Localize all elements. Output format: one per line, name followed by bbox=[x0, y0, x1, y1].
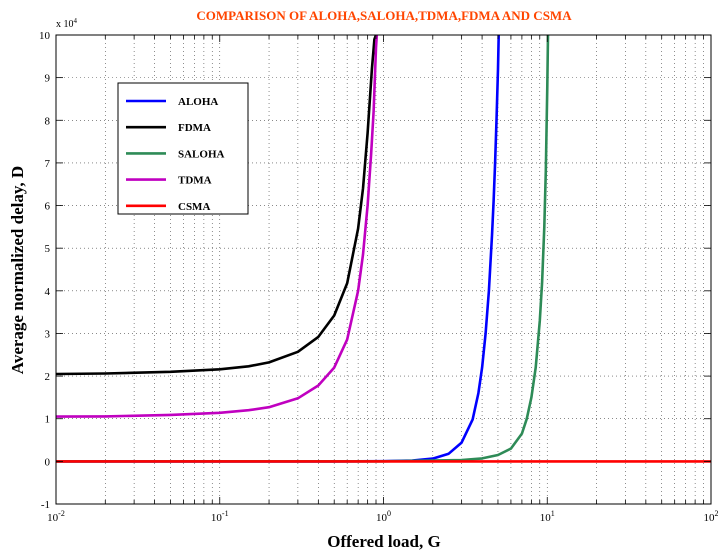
series-line-tdma bbox=[56, 35, 379, 418]
series-line-fdma bbox=[56, 35, 378, 376]
y-tick-label: 1 bbox=[45, 414, 51, 426]
y-tick-label: 6 bbox=[45, 201, 51, 213]
x-tick-label: 100 bbox=[376, 509, 391, 524]
series-lines bbox=[56, 35, 711, 463]
y-tick-label: 3 bbox=[45, 328, 51, 340]
x-tick-label: 10-1 bbox=[211, 509, 229, 524]
axis-ticks: -1 0 1 2 3 4 5 6 7 8 9 10 10-2 10-1 100 101 102 bbox=[39, 30, 718, 524]
y-multiplier-exp: 4 bbox=[74, 17, 78, 25]
y-tick-label: 8 bbox=[45, 115, 51, 127]
legend-label-csma: CSMA bbox=[178, 201, 210, 213]
legend-label-tdma: TDMA bbox=[178, 175, 212, 187]
legend: ALOHA FDMA SALOHA TDMA CSMA bbox=[117, 82, 249, 215]
x-axis-label: Offered load, G bbox=[327, 532, 440, 551]
y-axis-label: Average normalized delay, D bbox=[8, 166, 27, 374]
y-tick-label: 4 bbox=[45, 286, 51, 298]
y-tick-label: 5 bbox=[45, 243, 51, 255]
y-tick-label: 7 bbox=[45, 158, 51, 170]
chart-title: COMPARISON OF ALOHA,SALOHA,TDMA,FDMA AND… bbox=[196, 8, 572, 23]
legend-label-fdma: FDMA bbox=[178, 122, 211, 134]
x-tick-label: 101 bbox=[540, 509, 555, 524]
legend-label-aloha: ALOHA bbox=[178, 96, 218, 108]
x-tick-label: 102 bbox=[704, 509, 718, 524]
legend-box bbox=[117, 82, 249, 215]
x-tick-label: 10-2 bbox=[47, 509, 65, 524]
y-tick-label: 9 bbox=[45, 73, 51, 85]
y-tick-label: -1 bbox=[41, 499, 50, 511]
y-tick-label: 10 bbox=[39, 30, 51, 42]
y-multiplier-base: x 10 bbox=[56, 19, 74, 30]
y-multiplier-label: x 104 bbox=[56, 17, 78, 30]
legend-label-saloha: SALOHA bbox=[178, 148, 225, 160]
y-tick-label: 0 bbox=[45, 456, 51, 468]
series-line-saloha bbox=[56, 35, 550, 463]
y-tick-label: 2 bbox=[45, 371, 51, 383]
